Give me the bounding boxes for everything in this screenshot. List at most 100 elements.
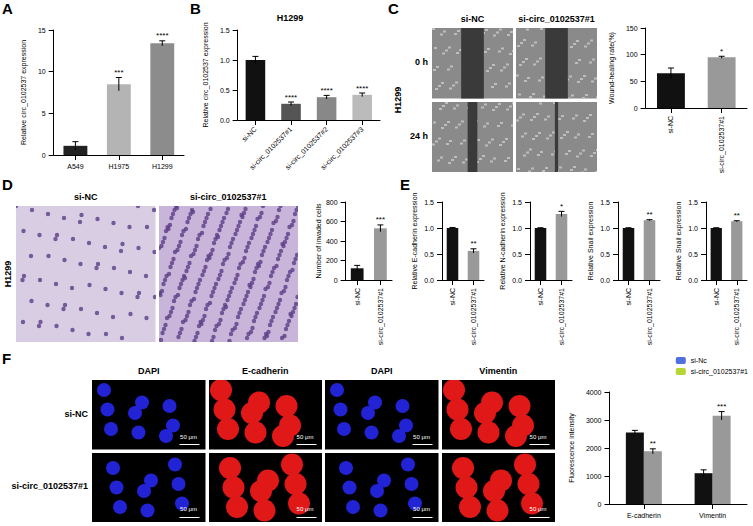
html-text:A: A [2, 0, 13, 17]
svg-text:0.5: 0.5 [424, 251, 434, 258]
svg-text:Relative Snail expression: Relative Snail expression [675, 202, 683, 281]
svg-text:150: 150 [626, 25, 638, 32]
svg-text:si-circ_0102537#1: si-circ_0102537#1 [691, 368, 748, 376]
svg-text:5: 5 [42, 110, 46, 117]
svg-text:si-NC: si-NC [354, 288, 361, 306]
svg-text:1.0: 1.0 [220, 57, 230, 64]
svg-text:1.5: 1.5 [688, 199, 698, 206]
svg-text:A549: A549 [67, 163, 83, 170]
svg-text:Relative Snail expression: Relative Snail expression [587, 202, 595, 281]
svg-text:Relative circ_0102537 expressi: Relative circ_0102537 expression [202, 22, 210, 127]
svg-text:1000: 1000 [586, 473, 602, 480]
svg-text:50: 50 [630, 78, 638, 85]
svg-text:0.5: 0.5 [512, 251, 522, 258]
svg-text:**: ** [646, 210, 652, 219]
svg-text:Relative E-cadherin expression: Relative E-cadherin expression [411, 192, 419, 289]
svg-text:si-circ_0102537#1: si-circ_0102537#1 [470, 288, 478, 345]
svg-text:3000: 3000 [586, 417, 602, 424]
svg-text:10: 10 [38, 68, 46, 75]
html-text:B: B [190, 0, 201, 17]
svg-text:1.0: 1.0 [688, 225, 698, 232]
svg-text:si-circ_0102537#1: si-circ_0102537#1 [248, 125, 294, 171]
html-text:si-circ_0102537#1: si-circ_0102537#1 [11, 481, 88, 492]
svg-text:15: 15 [38, 27, 46, 34]
svg-text:**: ** [650, 439, 656, 448]
svg-text:0.5: 0.5 [600, 251, 610, 258]
svg-text:400: 400 [326, 238, 338, 245]
svg-text:0.0: 0.0 [424, 277, 434, 284]
svg-text:**: ** [734, 211, 740, 220]
html-text:si-circ_0102537#1: si-circ_0102537#1 [518, 14, 595, 24]
svg-text:H1975: H1975 [109, 163, 130, 170]
svg-text:Number of invaded cells: Number of invaded cells [315, 203, 322, 279]
html-text:24 h: 24 h [410, 130, 428, 141]
svg-text:1.0: 1.0 [600, 225, 610, 232]
svg-text:Wound-healing rate(%): Wound-healing rate(%) [608, 32, 616, 104]
svg-text:1.5: 1.5 [220, 27, 230, 34]
html-text:0 h: 0 h [415, 57, 428, 68]
html-text:C: C [388, 0, 399, 17]
svg-text:***: *** [114, 68, 123, 77]
svg-text:1.0: 1.0 [512, 225, 522, 232]
svg-text:0.0: 0.0 [688, 277, 698, 284]
svg-text:Relative N-cadherin expression: Relative N-cadherin expression [499, 192, 507, 289]
svg-text:**: ** [470, 239, 476, 248]
svg-text:****: **** [356, 84, 368, 93]
svg-text:100: 100 [626, 51, 638, 58]
svg-text:0.5: 0.5 [220, 87, 230, 94]
svg-text:H1299: H1299 [152, 163, 173, 170]
svg-text:1.0: 1.0 [424, 225, 434, 232]
svg-text:***: *** [717, 402, 726, 411]
svg-text:0: 0 [42, 152, 46, 159]
svg-text:si-circ_0102537#2: si-circ_0102537#2 [283, 125, 330, 171]
svg-text:****: **** [156, 31, 168, 40]
svg-text:0.0: 0.0 [512, 277, 522, 284]
svg-text:0: 0 [634, 105, 638, 112]
svg-text:1.5: 1.5 [512, 199, 522, 206]
svg-text:E-cadherin: E-cadherin [627, 512, 661, 519]
svg-text:Vimentin: Vimentin [699, 512, 726, 519]
svg-text:****: **** [320, 86, 332, 95]
svg-text:Relative circ_0102537 expressi: Relative circ_0102537 expression [20, 40, 28, 145]
svg-text:si-NC: si-NC [713, 288, 720, 306]
html-text:F: F [2, 350, 12, 367]
svg-text:*: * [560, 202, 563, 211]
svg-text:600: 600 [326, 218, 338, 225]
svg-text:4000: 4000 [586, 389, 602, 396]
html-text:si-NC: si-NC [64, 408, 88, 419]
html-text:DAPI: DAPI [138, 366, 160, 376]
html-text:D: D [2, 176, 13, 193]
svg-text:si-NC: si-NC [667, 116, 674, 134]
svg-text:800: 800 [326, 199, 338, 206]
svg-text:si-circ_0102537#1: si-circ_0102537#1 [377, 288, 385, 345]
svg-text:si-circ_0102537#3: si-circ_0102537#3 [319, 125, 365, 171]
svg-text:1.5: 1.5 [424, 199, 434, 206]
svg-text:si-NC: si-NC [449, 288, 456, 306]
svg-text:***: *** [376, 215, 385, 224]
svg-text:0.0: 0.0 [220, 117, 230, 124]
html-text:H1299: H1299 [393, 86, 403, 114]
svg-text:Fluorescence intensity: Fluorescence intensity [568, 413, 576, 483]
html-text:si-circ_0102537#1: si-circ_0102537#1 [190, 192, 267, 202]
svg-text:*: * [720, 47, 723, 56]
svg-text:2000: 2000 [586, 445, 602, 452]
svg-text:H1299: H1299 [277, 13, 304, 23]
svg-text:si-circ_0102537#1: si-circ_0102537#1 [733, 288, 741, 345]
svg-text:si-NC: si-NC [537, 288, 544, 306]
svg-text:si-Nc: si-Nc [691, 357, 707, 364]
svg-text:si-NC: si-NC [241, 126, 258, 143]
svg-text:200: 200 [326, 257, 338, 264]
svg-text:0.0: 0.0 [600, 277, 610, 284]
svg-text:0.5: 0.5 [688, 251, 698, 258]
svg-text:****: **** [285, 93, 297, 102]
svg-text:0: 0 [598, 501, 602, 508]
svg-text:si-NC: si-NC [625, 288, 632, 306]
html-text:si-NC: si-NC [74, 192, 98, 202]
svg-text:si-circ_0102537#1: si-circ_0102537#1 [718, 116, 726, 173]
svg-text:si-circ_0102537#1: si-circ_0102537#1 [558, 288, 566, 345]
svg-text:1.5: 1.5 [600, 199, 610, 206]
html-text:si-NC: si-NC [460, 14, 485, 24]
html-text:H1299: H1299 [3, 260, 13, 288]
svg-text:si-circ_0102537#1: si-circ_0102537#1 [646, 288, 654, 345]
svg-text:0: 0 [334, 277, 338, 284]
